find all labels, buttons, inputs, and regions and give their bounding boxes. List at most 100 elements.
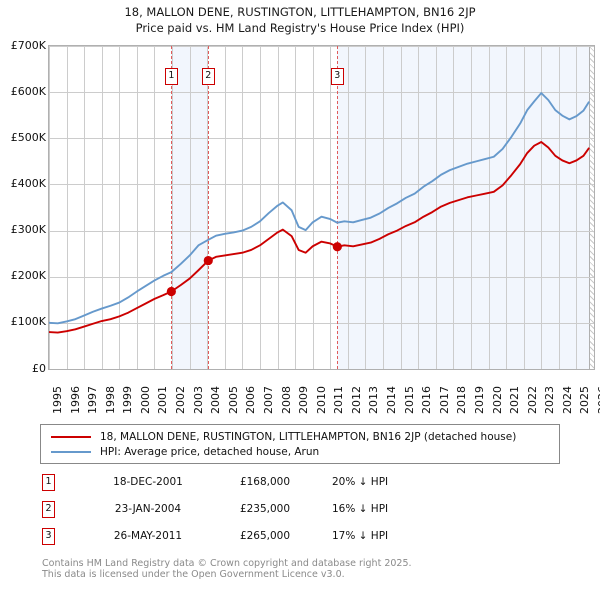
y-tick-label-100000: £100K (10, 315, 46, 329)
event-box-1[interactable]: 1 (164, 68, 178, 85)
vgrid-2013 (365, 46, 366, 369)
transaction-index-badge: 2 (42, 501, 55, 518)
vgrid-2021 (506, 46, 507, 369)
y-tick-label-300000: £300K (10, 223, 46, 237)
vgrid-2023 (541, 46, 542, 369)
vgrid-2016 (418, 46, 419, 369)
vgrid-2011 (330, 46, 331, 369)
series-line (49, 92, 590, 325)
legend-item-hpi: HPI: Average price, detached house, Arun (47, 444, 553, 459)
vgrid-2025 (576, 46, 577, 369)
x-tick-label-2014: 2014 (385, 386, 399, 414)
vgrid-2002 (172, 46, 173, 369)
transaction-index-badge: 3 (42, 528, 55, 545)
transaction-index-badge: 1 (42, 474, 55, 491)
x-tick-label-2018: 2018 (455, 386, 469, 414)
vgrid-2006 (242, 46, 243, 369)
transaction-price: £235,000 (239, 503, 291, 515)
x-axis-labels: 1995 1996 1997 1998 1999 2000 2001 2002 2003 2004… (48, 374, 600, 418)
table-row[interactable]: 2 23-JAN-2004 £235,000 16% ↓ HPI (40, 499, 560, 526)
x-tick-label-2001: 2001 (156, 386, 170, 414)
vgrid-2005 (225, 46, 226, 369)
title-line-address: 18, MALLON DENE, RUSTINGTON, LITTLEHAMPT… (124, 5, 476, 19)
transaction-marker-3[interactable] (332, 242, 342, 252)
vgrid-2026 (594, 46, 595, 369)
transaction-hpi-delta: 17% ↓ HPI (332, 530, 389, 542)
y-tick-label-0: £0 (32, 361, 46, 375)
event-box-3[interactable]: 3 (330, 68, 344, 85)
footer-attribution: Contains HM Land Registry data © Crown c… (42, 558, 582, 580)
event-box-2[interactable]: 2 (201, 68, 215, 85)
vgrid-2014 (383, 46, 384, 369)
chart-plot-area[interactable]: 1 2 3 (48, 45, 595, 370)
x-tick-label-2008: 2008 (279, 386, 293, 414)
hgrid-700000 (49, 46, 594, 47)
vgrid-2010 (313, 46, 314, 369)
x-tick-label-2011: 2011 (332, 386, 346, 414)
hgrid-300000 (49, 231, 594, 232)
x-tick-label-2025: 2025 (578, 386, 592, 414)
legend-swatch-price-paid (51, 435, 91, 438)
y-tick-label-600000: £600K (10, 84, 46, 98)
x-tick-label-2004: 2004 (209, 386, 223, 414)
hgrid-500000 (49, 138, 594, 139)
x-tick-label-2022: 2022 (525, 386, 539, 414)
vgrid-2017 (436, 46, 437, 369)
x-tick-label-1997: 1997 (86, 386, 100, 414)
x-tick-label-1995: 1995 (51, 386, 64, 414)
transaction-hpi-delta: 20% ↓ HPI (332, 476, 389, 488)
vgrid-1995 (49, 46, 50, 369)
vgrid-2001 (154, 46, 155, 369)
vgrid-2012 (348, 46, 349, 369)
legend-label-price-paid: 18, MALLON DENE, RUSTINGTON, LITTLEHAMPT… (100, 430, 517, 443)
x-tick-label-2007: 2007 (261, 386, 275, 414)
x-tick-label-1996: 1996 (68, 386, 82, 414)
transaction-price: £265,000 (239, 530, 291, 542)
table-row[interactable]: 3 26-MAY-2011 £265,000 17% ↓ HPI (40, 526, 560, 553)
event-line-3 (337, 46, 339, 369)
vgrid-2007 (260, 46, 261, 369)
hgrid-400000 (49, 184, 594, 185)
x-tick-label-2021: 2021 (508, 386, 522, 414)
y-tick-label-200000: £200K (10, 269, 46, 283)
x-tick-label-2023: 2023 (543, 386, 557, 414)
vgrid-1996 (67, 46, 68, 369)
x-tick-label-2020: 2020 (490, 386, 504, 414)
transaction-marker-1[interactable] (166, 286, 176, 297)
legend-label-hpi: HPI: Average price, detached house, Arun (100, 445, 320, 458)
table-row[interactable]: 1 18-DEC-2001 £168,000 20% ↓ HPI (40, 472, 560, 499)
hgrid-0 (49, 369, 594, 370)
x-tick-label-2003: 2003 (191, 386, 205, 414)
transaction-marker-2[interactable] (203, 255, 213, 266)
vgrid-2004 (207, 46, 208, 369)
chart-legend: 18, MALLON DENE, RUSTINGTON, LITTLEHAMPT… (40, 424, 560, 464)
vgrid-2018 (453, 46, 454, 369)
x-tick-label-2000: 2000 (138, 386, 152, 414)
vgrid-1999 (119, 46, 120, 369)
shaded-band-1 (171, 46, 209, 369)
vgrid-1998 (102, 46, 103, 369)
y-tick-label-700000: £700K (10, 38, 46, 52)
transaction-date: 23-JAN-2004 (114, 503, 182, 515)
x-tick-label-2015: 2015 (402, 386, 416, 414)
y-axis-labels: £0 £100K £200K £300K £400K £500K £600K £700K (0, 40, 46, 374)
x-tick-label-2019: 2019 (472, 386, 486, 414)
title-line-subtitle: Price paid vs. HM Land Registry's House … (135, 21, 465, 35)
hatch-stripes (588, 46, 594, 369)
vgrid-2000 (137, 46, 138, 369)
vgrid-2009 (295, 46, 296, 369)
footer-line-2: This data is licensed under the Open Gov… (42, 569, 345, 580)
hgrid-100000 (49, 323, 594, 324)
x-tick-label-2010: 2010 (314, 386, 328, 414)
x-tick-label-2006: 2006 (244, 386, 258, 414)
x-tick-label-2013: 2013 (367, 386, 381, 414)
vgrid-2022 (524, 46, 525, 369)
hgrid-600000 (49, 92, 594, 93)
transaction-date: 18-DEC-2001 (113, 476, 183, 488)
x-tick-label-2009: 2009 (297, 386, 311, 414)
hgrid-200000 (49, 277, 594, 278)
y-tick-label-500000: £500K (10, 130, 46, 144)
x-tick-label-2012: 2012 (349, 386, 363, 414)
vgrid-2008 (278, 46, 279, 369)
transaction-date: 26-MAY-2011 (113, 530, 183, 542)
